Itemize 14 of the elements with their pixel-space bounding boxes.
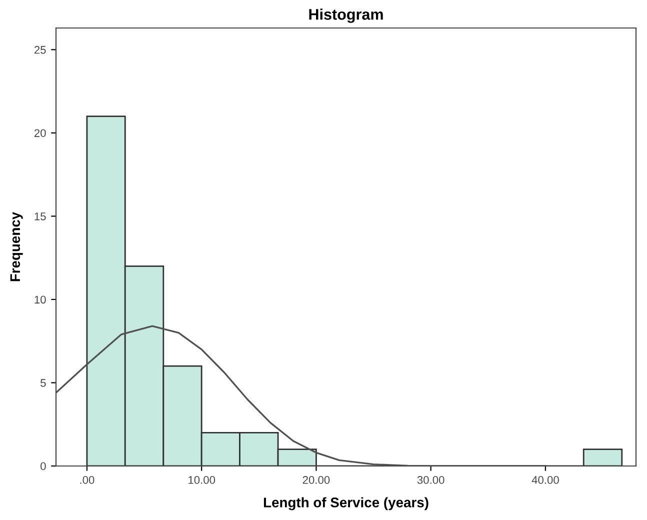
y-tick-label: 10 — [34, 296, 46, 304]
y-tick-label: 5 — [40, 379, 46, 387]
x-axis-title: Length of Service (years) — [264, 497, 428, 510]
y-tick-label: 0 — [40, 462, 46, 470]
y-tick-label: 25 — [34, 46, 46, 54]
x-tick-label: 30.00 — [417, 476, 444, 484]
y-axis-title: Frequency — [10, 212, 23, 282]
x-tick-label: .00 — [80, 476, 94, 484]
y-tick-label: 15 — [34, 212, 46, 220]
x-tick-label: 10.00 — [188, 476, 216, 484]
chart-title: Histogram — [309, 8, 383, 23]
y-tick-label: 20 — [34, 129, 46, 138]
x-tick-label: 20.00 — [302, 476, 330, 484]
x-tick-label: 40.00 — [532, 476, 559, 484]
